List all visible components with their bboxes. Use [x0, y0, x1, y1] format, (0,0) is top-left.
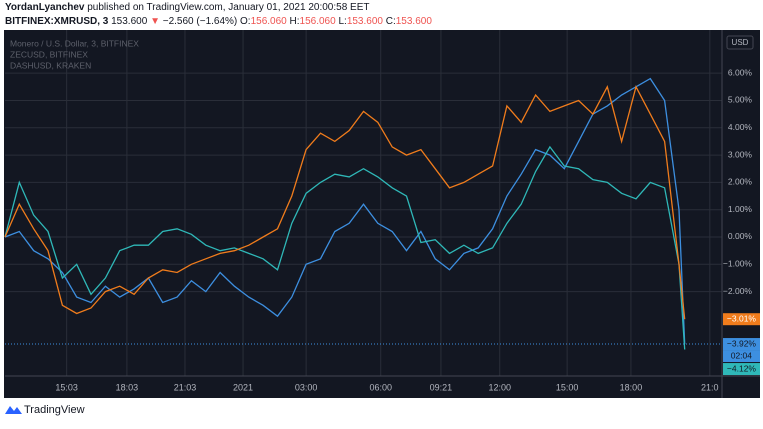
y-tick-label: −2.00%: [723, 286, 753, 296]
legend-entry: Monero / U.S. Dollar, 3, BITFINEX: [10, 38, 139, 48]
ohlc-value: 156.060: [251, 16, 288, 27]
ohlc-label: H:: [290, 16, 300, 27]
last-value-label: −3.92%: [727, 338, 757, 348]
y-tick-label: 3.00%: [728, 149, 753, 159]
ohlc-label: O:: [240, 16, 251, 27]
last-price: 153.600: [111, 16, 148, 27]
y-tick-label: 5.00%: [728, 95, 753, 105]
author: YordanLyanchev: [5, 2, 85, 13]
plot: −2.00% −1.00% 0.00% 1.00% 2.00% 3.00% 4.00% 5.0…: [4, 30, 760, 398]
y-tick-label: −1.00%: [723, 259, 753, 269]
series-line: [4, 77, 686, 345]
published: published on TradingView.com, January 01…: [87, 2, 369, 13]
legend-entry: ZECUSD, BITFINEX: [10, 49, 88, 59]
series-line: [4, 145, 686, 350]
change: −2.560 (−1.64%): [163, 16, 238, 27]
currency-box: [726, 35, 754, 50]
y-tick-label: 2.00%: [728, 177, 753, 187]
ohlc-label: C:: [386, 16, 396, 27]
symbol: BITFINEX:XMRUSD, 3: [5, 16, 109, 27]
y-tick-label: 0.00%: [728, 231, 753, 241]
x-tick-label: 21:03: [174, 382, 197, 392]
x-tick-label: 18:03: [116, 382, 139, 392]
x-tick-label: 15:03: [55, 382, 78, 392]
countdown-box: [723, 350, 760, 363]
ohlc-label: L:: [338, 16, 346, 27]
x-tick-label: 18:00: [620, 382, 643, 392]
symbol-line: BITFINEX:XMRUSD, 3 153.600 ▼ −2.560 (−1.…: [5, 16, 432, 27]
x-tick-label: 21:0: [701, 382, 719, 392]
brand: TradingView: [24, 404, 85, 416]
y-tick-label: 6.00%: [728, 67, 753, 77]
x-tick-label: 2021: [233, 382, 253, 392]
y-tick-label: 1.00%: [728, 204, 753, 214]
brand-logo: [5, 406, 22, 414]
x-tick-label: 15:00: [556, 382, 579, 392]
currency: USD: [732, 38, 749, 47]
last-value-label: −4.12%: [727, 363, 757, 373]
y-tick-label: 4.00%: [728, 122, 753, 132]
x-tick-label: 03:00: [295, 382, 318, 392]
ohlc-value: 153.600: [347, 16, 384, 27]
legend-entry: DASHUSD, KRAKEN: [10, 60, 91, 70]
chart-panel: [4, 30, 760, 398]
ohlc-value: 156.060: [300, 16, 337, 27]
last-value-box: [723, 338, 760, 351]
last-value-box: [723, 363, 760, 376]
arrow: ▼: [150, 16, 160, 27]
last-value-label: −3.01%: [727, 313, 757, 323]
ohlc-value: 153.600: [396, 16, 433, 27]
x-tick-label: 12:00: [488, 382, 511, 392]
x-tick-label: 06:00: [369, 382, 392, 392]
countdown: 02:04: [731, 350, 753, 360]
x-tick-label: 09:21: [430, 382, 453, 392]
last-value-box: [723, 313, 760, 326]
header-line: YordanLyanchev published on TradingView.…: [5, 2, 369, 13]
series-line: [4, 85, 686, 320]
